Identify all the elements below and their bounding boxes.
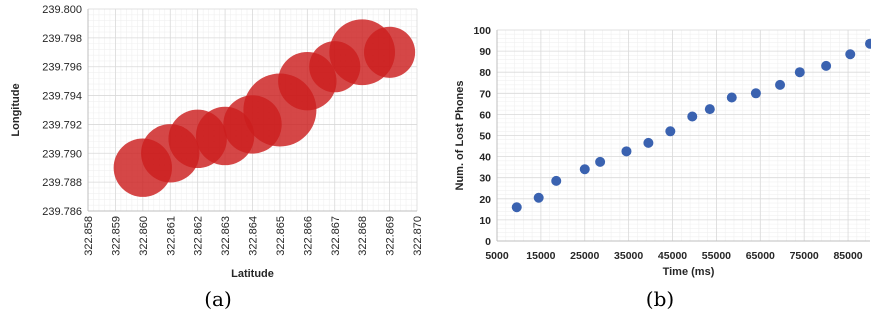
x-tick-label: 322.861 (165, 216, 177, 256)
y-tick-label: 70 (479, 88, 491, 100)
data-point (595, 156, 606, 167)
y-tick-label: 239.798 (42, 33, 82, 45)
x-tick-label: 322.865 (275, 216, 287, 256)
chart-a-axes (87, 9, 417, 212)
y-tick-label: 239.794 (42, 91, 82, 103)
chart-b-axes (496, 30, 870, 242)
x-tick-label: 322.868 (357, 216, 369, 256)
x-tick-label: 35000 (614, 250, 643, 262)
data-point (750, 88, 761, 99)
chart-a-panel-label: (a) (204, 287, 232, 311)
chart-a-x-ticks: 322.858 322.859 322.860 322.861 322.862 322.8… (83, 216, 424, 256)
x-tick-label: 322.859 (110, 216, 122, 256)
x-tick-label: 75000 (790, 250, 819, 262)
data-point (704, 104, 715, 115)
x-tick-label: 322.869 (385, 216, 397, 256)
x-tick-label: 65000 (746, 250, 775, 262)
y-tick-label: 60 (479, 109, 491, 121)
x-tick-label: 45000 (658, 250, 687, 262)
y-tick-label: 40 (479, 152, 491, 164)
x-tick-label: 322.870 (412, 216, 424, 256)
y-tick-label: 50 (479, 131, 491, 143)
data-point (551, 175, 562, 186)
x-tick-label: 5000 (485, 250, 509, 262)
data-point (579, 164, 590, 175)
chart-a-bubbles (113, 19, 416, 197)
x-tick-label: 322.867 (330, 216, 342, 256)
y-tick-label: 239.800 (42, 4, 82, 16)
chart-b-y-ticks: 0 10 20 30 40 50 60 70 80 90 100 (473, 25, 491, 248)
data-point (511, 202, 522, 213)
x-tick-label: 322.863 (220, 216, 232, 256)
chart-a-y-ticks: 239.786 239.788 239.790 239.792 239.794 239.7… (42, 4, 82, 218)
y-tick-label: 100 (473, 25, 491, 37)
y-tick-label: 239.786 (42, 206, 82, 218)
x-tick-label: 322.866 (302, 216, 314, 256)
chart-a-x-axis-label: Latitude (231, 268, 274, 280)
chart-b: 5000 15000 25000 35000 45000 55000 65000 75000 8… (454, 25, 871, 311)
chart-b-x-axis-label: Time (ms) (663, 266, 715, 278)
y-tick-label: 239.796 (42, 62, 82, 74)
bubble (364, 26, 416, 78)
x-tick-label: 322.858 (83, 216, 95, 256)
chart-b-x-ticks: 5000 15000 25000 35000 45000 55000 65000 75000 8… (485, 250, 862, 262)
data-point (845, 49, 856, 60)
chart-a-y-axis-label: Longitude (10, 83, 22, 136)
data-point (687, 111, 698, 122)
x-tick-label: 15000 (526, 250, 555, 262)
data-point (865, 38, 871, 49)
y-tick-label: 20 (479, 194, 491, 206)
y-tick-label: 90 (479, 46, 491, 58)
chart-b-y-axis-label: Num. of Lost Phones (454, 81, 466, 191)
chart-a: 322.858 322.859 322.860 322.861 322.862 322.8… (10, 4, 424, 311)
y-tick-label: 239.792 (42, 119, 82, 131)
chart-b-points (511, 38, 871, 213)
data-point (794, 67, 805, 78)
y-tick-label: 239.788 (42, 177, 82, 189)
y-tick-label: 239.790 (42, 148, 82, 160)
data-point (821, 60, 832, 71)
y-tick-label: 10 (479, 215, 491, 227)
data-point (643, 137, 654, 148)
data-point (533, 192, 544, 203)
chart-b-grid (496, 29, 870, 242)
data-point (621, 146, 632, 157)
y-tick-label: 80 (479, 67, 491, 79)
chart-b-panel-label: (b) (646, 287, 674, 311)
x-tick-label: 85000 (833, 250, 862, 262)
y-tick-label: 0 (485, 236, 491, 248)
data-point (775, 79, 786, 90)
x-tick-label: 322.864 (248, 216, 260, 256)
x-tick-label: 55000 (702, 250, 731, 262)
y-tick-label: 30 (479, 173, 491, 185)
x-tick-label: 322.862 (193, 216, 205, 256)
data-point (726, 92, 737, 103)
x-tick-label: 25000 (570, 250, 599, 262)
data-point (665, 126, 676, 137)
x-tick-label: 322.860 (138, 216, 150, 256)
